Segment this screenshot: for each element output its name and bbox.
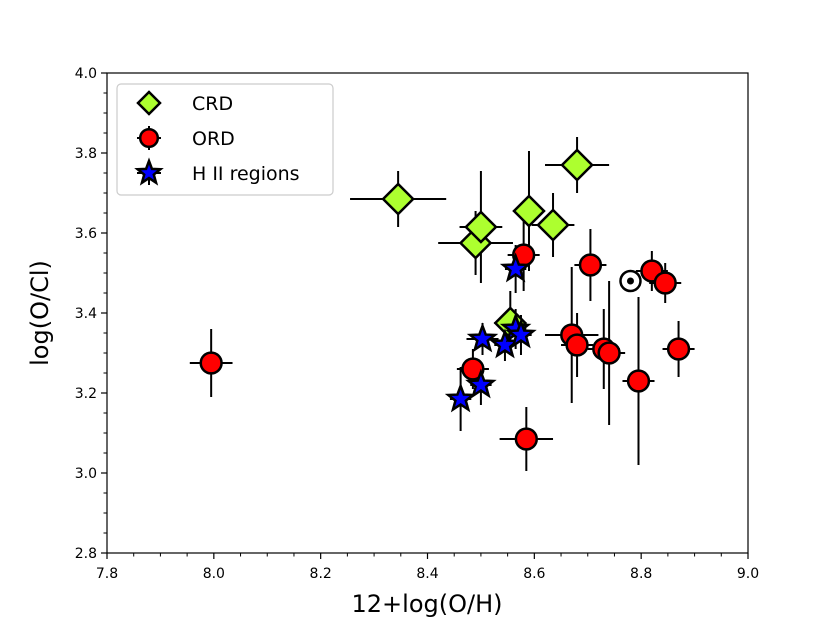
legend-label: CRD — [192, 93, 233, 115]
data-point-circle — [514, 427, 538, 451]
data-point-diamond — [381, 182, 415, 216]
data-point-star — [466, 322, 499, 353]
x-tick-label: 7.8 — [96, 566, 118, 582]
y-tick-label: 3.4 — [75, 306, 97, 322]
data-point-diamond — [536, 208, 570, 242]
x-tick-label: 8.2 — [310, 566, 332, 582]
legend-marker-star — [134, 157, 164, 186]
data-point-diamond — [464, 210, 498, 244]
y-tick-label: 4.0 — [75, 66, 97, 82]
y-tick-label: 3.0 — [75, 466, 97, 482]
y-tick-label: 2.8 — [75, 546, 97, 562]
legend-box — [116, 83, 334, 196]
x-tick-label: 9.0 — [737, 566, 759, 582]
y-tick-label: 3.2 — [75, 386, 97, 402]
data-point-diamond — [512, 194, 546, 228]
data-point-circle — [597, 341, 621, 365]
x-tick-label: 8.8 — [630, 566, 652, 582]
data-point-diamond — [560, 148, 594, 182]
data-point-circle — [653, 271, 677, 295]
legend-label: ORD — [192, 128, 235, 150]
data-point-star — [465, 368, 497, 399]
data-point-circle — [199, 351, 223, 375]
legend: CRD ORD H II regions — [116, 83, 334, 196]
y-tick-label: 3.8 — [75, 146, 97, 162]
data-point-star — [505, 318, 537, 349]
data-point-star — [499, 252, 532, 283]
x-axis-title: 12+log(O/H) — [352, 590, 503, 618]
y-tick-label: 3.6 — [75, 226, 97, 242]
y-axis-title: log(O/Cl) — [26, 260, 54, 366]
x-tick-label: 8.4 — [416, 566, 438, 582]
data-point-circle — [626, 369, 651, 393]
legend-label: H II regions — [192, 163, 300, 185]
x-tick-label: 8.6 — [523, 566, 545, 582]
data-point-star — [444, 382, 477, 413]
data-point-circle — [461, 357, 485, 381]
data-point-circle — [565, 333, 589, 357]
data-point-circle — [578, 253, 603, 277]
legend-marker-circle — [138, 127, 160, 149]
legend-marker-diamond — [136, 90, 162, 116]
data-point-circle — [666, 337, 691, 361]
sun-symbol-icon — [619, 269, 642, 293]
x-tick-label: 8.0 — [203, 566, 225, 582]
